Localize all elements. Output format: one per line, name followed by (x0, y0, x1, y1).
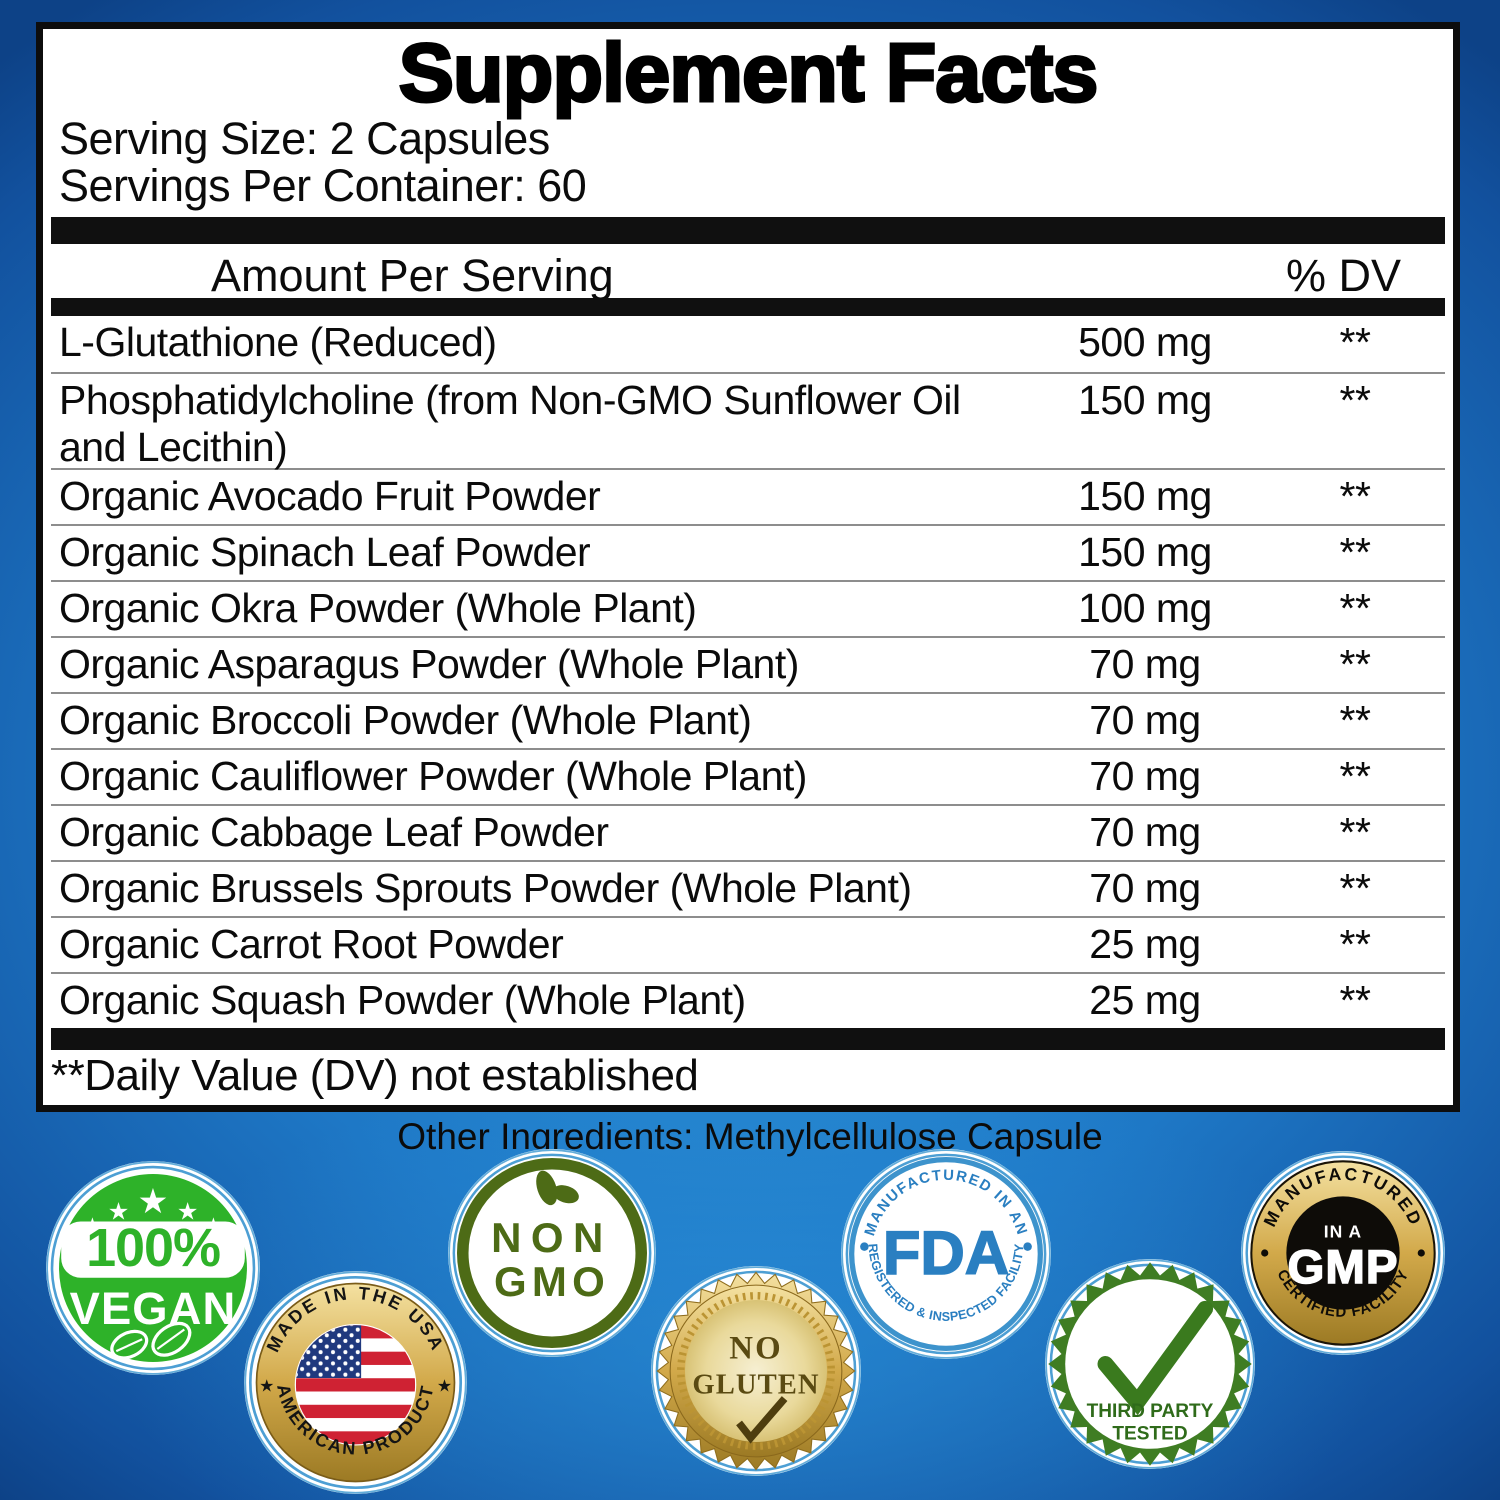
ingredient-amount: 100 mg (1078, 585, 1212, 631)
vegan-badge: ★ ★ ★ ★ ★ 100% VEGAN (45, 1160, 261, 1376)
ingredient-name: Organic Okra Powder (Whole Plant) (59, 585, 697, 631)
usa-flag (295, 1325, 416, 1445)
column-header-amount: Amount Per Serving (211, 250, 614, 301)
ingredient-amount: 70 mg (1089, 753, 1201, 799)
ingredient-name: L-Glutathione (Reduced) (59, 319, 497, 365)
table-row: Organic Spinach Leaf Powder 150 mg ** (51, 524, 1445, 580)
table-row: Organic Cauliflower Powder (Whole Plant)… (51, 748, 1445, 804)
svg-text:★: ★ (138, 1183, 169, 1221)
vegan-label: VEGAN (70, 1283, 237, 1334)
other-ingredients: Other Ingredients: Methylcellulose Capsu… (397, 1116, 1103, 1157)
no-gluten-line2: GLUTEN (692, 1368, 819, 1400)
dv-footnote: **Daily Value (DV) not established (51, 1051, 699, 1100)
gmp-badge: MANUFACTURED CERTIFIED FACILITY IN A GMP (1240, 1150, 1446, 1356)
table-row: Organic Avocado Fruit Powder 150 mg ** (51, 468, 1445, 524)
ingredient-amount: 150 mg (1078, 377, 1212, 423)
ingredient-amount: 25 mg (1089, 977, 1201, 1023)
ingredient-name: Organic Carrot Root Powder (59, 921, 564, 967)
divider-bar-top (51, 217, 1445, 244)
ingredient-name: Organic Brussels Sprouts Powder (Whole P… (59, 865, 912, 911)
made-in-usa-badge: MADE IN THE USA AMERICAN PRODUCT ★ ★ (243, 1270, 468, 1495)
gmp-sub: IN A (1324, 1222, 1362, 1242)
ingredient-dv: ** (1339, 377, 1371, 423)
dot-icons (860, 1242, 1032, 1251)
ingredient-dv: ** (1339, 585, 1371, 631)
fda-center: FDA (883, 1219, 1009, 1288)
ingredient-amount: 70 mg (1089, 697, 1201, 743)
svg-text:★: ★ (108, 1198, 129, 1225)
no-gluten-badge: NO GLUTEN (650, 1265, 862, 1477)
ingredient-amount: 25 mg (1089, 921, 1201, 967)
dot-icons (1261, 1249, 1425, 1257)
divider-bar-header (51, 298, 1445, 316)
ingredient-dv: ** (1339, 977, 1371, 1023)
panel-title: Supplement Facts (397, 25, 1100, 121)
ingredient-name: Organic Broccoli Powder (Whole Plant) (59, 697, 752, 743)
ingredient-amount: 70 mg (1089, 641, 1201, 687)
star-icons: ★ ★ (259, 1377, 452, 1396)
ingredient-dv: ** (1339, 809, 1371, 855)
ingredient-dv: ** (1339, 641, 1371, 687)
laurel-wreath-icon (677, 1292, 835, 1450)
servings-per-container: Servings Per Container: 60 (59, 160, 587, 211)
ingredient-name: Organic Avocado Fruit Powder (59, 473, 601, 519)
ingredient-name: Organic Asparagus Powder (Whole Plant) (59, 641, 799, 687)
table-row: L-Glutathione (Reduced) 500 mg ** (51, 316, 1445, 372)
table-row: Organic Brussels Sprouts Powder (Whole P… (51, 860, 1445, 916)
ingredient-amount: 70 mg (1089, 865, 1201, 911)
serving-size: Serving Size: 2 Capsules (59, 113, 550, 164)
column-header-dv: % DV (1285, 250, 1401, 301)
checkmark-icon (736, 1396, 788, 1444)
third-party-line2: TESTED (1112, 1423, 1187, 1444)
ingredient-amount: 150 mg (1078, 529, 1212, 575)
ingredient-dv: ** (1339, 529, 1371, 575)
ingredients-table: L-Glutathione (Reduced) 500 mg ** Phosph… (51, 316, 1445, 1028)
table-header: Amount Per Serving % DV (43, 250, 1453, 301)
non-gmo-badge: NON GMO (447, 1148, 657, 1358)
vegan-percent: 100% (86, 1218, 220, 1278)
checkmark-icon (1097, 1300, 1214, 1416)
ingredient-amount: 500 mg (1078, 319, 1212, 365)
table-row: Organic Asparagus Powder (Whole Plant) 7… (51, 636, 1445, 692)
fda-badge: MANUFACTURED IN AN FDA REGISTERED & INSP… (840, 1148, 1052, 1360)
leaf-icon (536, 1170, 579, 1206)
divider-bar-bottom (51, 1028, 1445, 1050)
no-gluten-line1: NO (729, 1330, 783, 1366)
table-row: Organic Carrot Root Powder 25 mg ** (51, 916, 1445, 972)
svg-text:★: ★ (177, 1198, 198, 1225)
ingredient-amount: 70 mg (1089, 809, 1201, 855)
svg-text:★: ★ (259, 1377, 274, 1396)
table-row: Phosphatidylcholine (from Non-GMO Sunflo… (51, 372, 1445, 471)
ingredient-dv: ** (1339, 865, 1371, 911)
ingredient-name: Organic Cabbage Leaf Powder (59, 809, 609, 855)
ingredient-name: Organic Cauliflower Powder (Whole Plant) (59, 753, 807, 799)
ingredient-name: Organic Squash Powder (Whole Plant) (59, 977, 746, 1023)
third-party-tested-badge: THIRD PARTY TESTED (1044, 1258, 1256, 1470)
third-party-line1: THIRD PARTY (1087, 1401, 1214, 1422)
non-gmo-line2: GMO (494, 1258, 610, 1305)
table-row: Organic Okra Powder (Whole Plant) 100 mg… (51, 580, 1445, 636)
ingredient-dv: ** (1339, 319, 1371, 365)
ingredient-dv: ** (1339, 753, 1371, 799)
leaf-icon (110, 1321, 192, 1360)
ingredient-name: Organic Spinach Leaf Powder (59, 529, 591, 575)
gmp-center: GMP (1288, 1241, 1399, 1294)
ingredient-name: Phosphatidylcholine (from Non-GMO Sunflo… (59, 377, 961, 471)
table-row: Organic Cabbage Leaf Powder 70 mg ** (51, 804, 1445, 860)
ingredient-dv: ** (1339, 473, 1371, 519)
table-row: Organic Squash Powder (Whole Plant) 25 m… (51, 972, 1445, 1028)
supplement-facts-panel: Supplement Facts Serving Size: 2 Capsule… (36, 22, 1460, 1112)
table-row: Organic Broccoli Powder (Whole Plant) 70… (51, 692, 1445, 748)
non-gmo-line1: NON (491, 1214, 613, 1261)
svg-text:★: ★ (437, 1377, 452, 1396)
ingredient-amount: 150 mg (1078, 473, 1212, 519)
ingredient-dv: ** (1339, 921, 1371, 967)
ingredient-dv: ** (1339, 697, 1371, 743)
